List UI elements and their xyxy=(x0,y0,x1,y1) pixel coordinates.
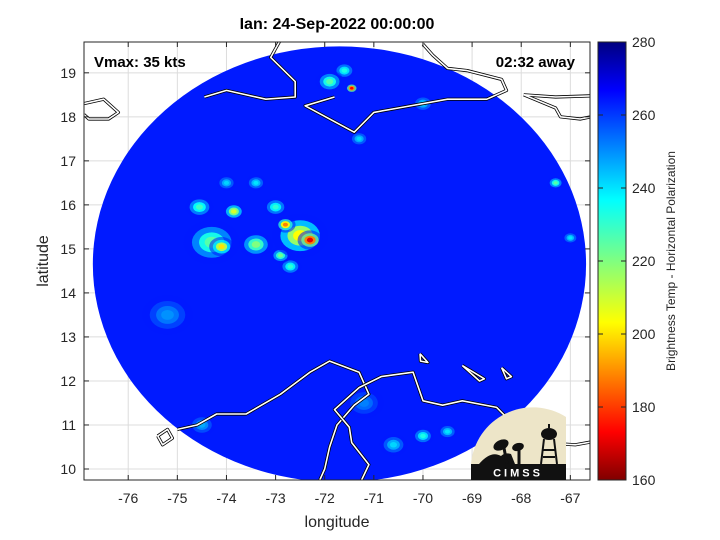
logo-banner xyxy=(471,464,566,480)
colorbar-tick-label: 200 xyxy=(632,326,656,342)
logo-tower-icon xyxy=(541,428,557,440)
y-tick-label: 14 xyxy=(60,285,76,301)
heat-cell xyxy=(231,209,237,214)
heat-cell xyxy=(195,204,203,210)
vmax-label: Vmax: 35 kts xyxy=(94,54,186,71)
logo-dish-icon xyxy=(512,442,524,452)
heat-cell xyxy=(326,78,334,85)
colorbar-ticks: 160 180 200 220 240 260 280 xyxy=(598,34,656,488)
heat-cell xyxy=(218,244,225,250)
heat-cell xyxy=(444,429,451,434)
y-tick-label: 12 xyxy=(60,373,76,389)
heat-cell xyxy=(350,86,354,90)
heat-cell xyxy=(356,136,362,141)
y-tick-label: 17 xyxy=(60,153,76,169)
logo-dish-stand xyxy=(502,447,509,465)
colorbar-tick-label: 260 xyxy=(632,107,656,123)
heat-cell xyxy=(389,442,398,448)
colorbar-tick-label: 280 xyxy=(632,34,656,50)
x-tick-label: -74 xyxy=(216,490,236,506)
y-tick-label: 18 xyxy=(60,109,76,125)
y-tick-label: 11 xyxy=(61,417,76,433)
coastline xyxy=(304,43,508,133)
heat-cell xyxy=(253,180,259,185)
coastline xyxy=(177,360,370,480)
heat-cell xyxy=(553,181,558,185)
x-axis-label: longitude xyxy=(305,514,370,531)
x-tick-label: -73 xyxy=(265,490,285,506)
y-tick-label: 10 xyxy=(60,461,76,477)
x-tick-label: -69 xyxy=(462,490,482,506)
y-tick-label: 15 xyxy=(60,241,76,257)
heat-cell xyxy=(287,264,294,269)
logo-dish-icon xyxy=(493,439,509,451)
axes-frame xyxy=(83,41,591,481)
y-axis-label: latitude xyxy=(35,235,52,287)
x-tick-label: -71 xyxy=(364,490,384,506)
y-tick-label: 19 xyxy=(60,65,76,81)
heat-cell xyxy=(161,309,174,320)
cimss-logo: CIMSS xyxy=(471,407,566,480)
heat-cell xyxy=(282,222,288,227)
swath-base xyxy=(92,46,586,480)
coastline xyxy=(500,367,513,380)
y-tick-label: 13 xyxy=(60,329,76,345)
colorbar-tick-label: 160 xyxy=(632,472,656,488)
brightness-swath xyxy=(92,46,586,480)
heat-cell xyxy=(272,204,279,210)
time-away-label: 02:32 away xyxy=(496,54,576,71)
x-tick-label: -75 xyxy=(167,490,187,506)
coastlines xyxy=(84,42,590,480)
heat-cell xyxy=(223,180,230,185)
x-tick-label: -72 xyxy=(315,490,335,506)
coastline xyxy=(204,42,296,100)
x-tick-label: -76 xyxy=(118,490,138,506)
coastline xyxy=(523,94,590,120)
x-tick-label: -67 xyxy=(560,490,580,506)
heat-cell xyxy=(420,433,426,439)
plot-content xyxy=(84,42,590,480)
x-tick-label: -70 xyxy=(413,490,433,506)
chart-title: Ian: 24-Sep-2022 00:00:00 xyxy=(240,16,435,33)
heat-cell xyxy=(306,237,314,243)
heat-cell xyxy=(341,68,348,73)
colorbar-tick-label: 180 xyxy=(632,399,656,415)
coastline xyxy=(419,353,429,364)
axis-ticks: -76 -75 -74 -73 -72 -71 -70 -69 -68 -67 10 11 12 13 14… xyxy=(60,42,590,506)
colorbar-tick-label: 220 xyxy=(632,253,656,269)
coastline xyxy=(84,98,120,120)
logo-text: CIMSS xyxy=(493,468,543,480)
logo-tower-legs xyxy=(540,438,558,465)
heat-cell xyxy=(277,253,284,258)
heat-cell xyxy=(568,236,573,240)
colorbar-tick-label: 240 xyxy=(632,180,656,196)
heat-cell xyxy=(251,241,261,248)
y-tick-label: 16 xyxy=(60,197,76,213)
x-tick-label: -68 xyxy=(511,490,531,506)
colorbar-label: Brightness Temp - Horizontal Polarizatio… xyxy=(664,151,678,371)
coastline xyxy=(461,364,486,382)
coastline xyxy=(157,428,174,446)
